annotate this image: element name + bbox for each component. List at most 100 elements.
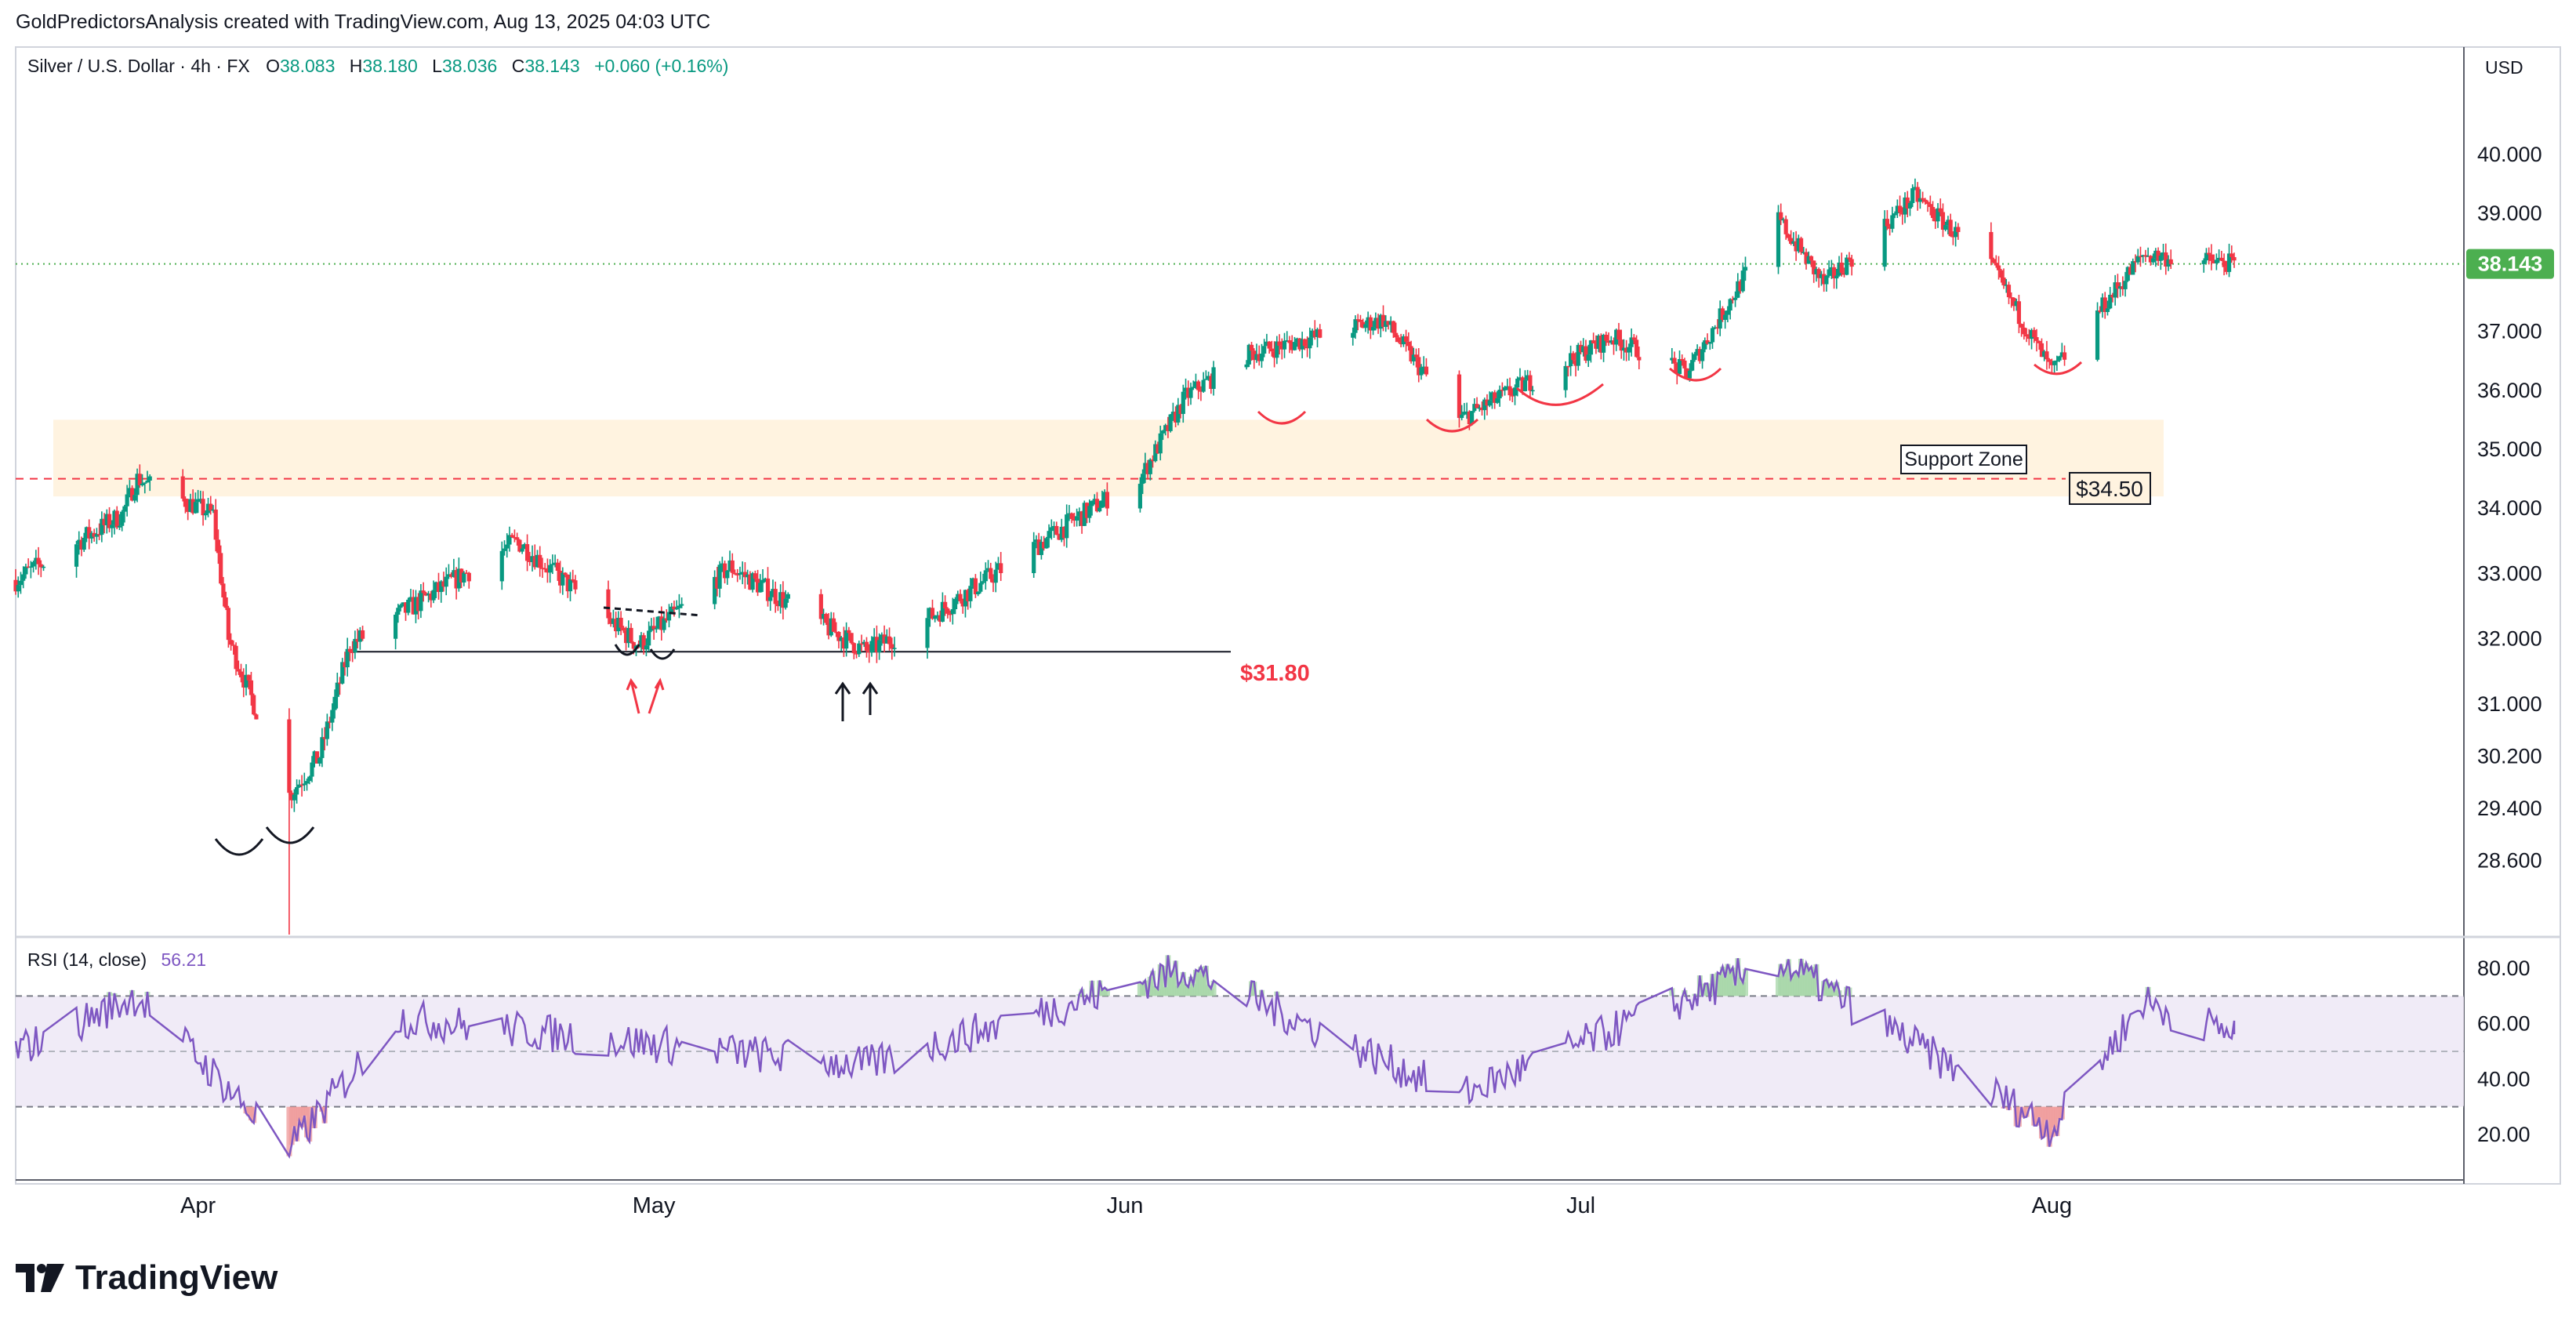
candle-body <box>205 503 211 514</box>
candle-body <box>930 608 935 619</box>
candle-body <box>639 635 644 648</box>
change-value: +0.060 (+0.16%) <box>594 56 728 76</box>
candle-body <box>841 637 847 649</box>
candle-body <box>880 634 884 641</box>
price-tick-label: 35.000 <box>2477 437 2542 461</box>
candle-body <box>659 616 664 630</box>
candle-body <box>1903 197 1907 215</box>
candle-body <box>859 643 864 645</box>
rsi-oversold-fill <box>2023 1106 2030 1117</box>
candle-body <box>553 562 557 564</box>
candle-body <box>654 628 659 630</box>
candle-body <box>507 535 512 545</box>
rsi-overbought-fill <box>1813 964 1820 996</box>
candle-body <box>2062 352 2067 360</box>
candle-body <box>413 597 419 615</box>
candle-body <box>1246 344 1251 365</box>
time-tick-label: Jul <box>1566 1193 1595 1218</box>
rsi-title: RSI (14, close) <box>27 949 147 970</box>
candle-body <box>229 640 234 645</box>
candle-body <box>238 671 244 677</box>
candle-body <box>1687 370 1693 379</box>
candle-body <box>2024 334 2029 337</box>
candle-body <box>28 566 33 568</box>
candle-body <box>973 578 978 594</box>
candle-body <box>2204 252 2209 261</box>
candle-body <box>1573 360 1578 366</box>
candle-body <box>2161 252 2166 256</box>
candle-body <box>180 476 185 499</box>
candle-body <box>2166 259 2171 267</box>
low-label: L <box>432 56 442 76</box>
candle-body <box>2006 285 2012 298</box>
candle-body <box>2201 260 2206 264</box>
candle-body <box>781 592 785 608</box>
price-axis[interactable]: 40.000 39.000 37.000 36.000 35.000 34.000 33.0… <box>2477 143 2542 872</box>
candle-body <box>345 648 350 668</box>
tradingview-footer[interactable]: TradingView <box>16 1258 278 1298</box>
candle-body <box>1847 257 1852 260</box>
candle-body <box>1061 526 1067 539</box>
candle-body <box>1269 348 1274 352</box>
annotation-arc-july-1 <box>1515 383 1604 406</box>
candle-body <box>89 532 94 539</box>
candle-body <box>976 591 981 594</box>
candle-body <box>1581 346 1586 353</box>
candle-body <box>31 561 36 567</box>
candle-body <box>1839 262 1844 273</box>
candle-body <box>1991 259 1996 263</box>
annotation-dashed-neckline <box>603 606 702 617</box>
candle-body <box>2230 253 2234 257</box>
candle-body <box>1401 336 1406 345</box>
rsi-oversold-fill <box>2015 1106 2022 1127</box>
candle-body <box>727 560 732 571</box>
low-value: 38.036 <box>442 56 497 76</box>
candle-body <box>1039 542 1043 555</box>
annotation-arc-may-1 <box>614 644 640 656</box>
candle-body <box>892 648 897 649</box>
candle-body <box>462 572 466 583</box>
annotation-arc-july-2 <box>1669 367 1722 382</box>
candle-body <box>1616 329 1621 340</box>
candle-body <box>1789 238 1794 244</box>
candle-body <box>2012 297 2016 307</box>
candle-body <box>1829 267 1834 270</box>
candle-body <box>2219 257 2224 261</box>
candle-body <box>1150 459 1156 462</box>
candle-body <box>1077 511 1082 517</box>
rsi-overbought-fill <box>1203 965 1209 996</box>
candle-body <box>353 638 357 653</box>
candle-body <box>680 604 684 606</box>
candle-body <box>2123 281 2128 289</box>
candle-body <box>307 776 312 782</box>
candle-body <box>1781 219 1786 221</box>
candle-body <box>717 564 722 589</box>
support-zone-label: Support Zone <box>1904 448 2023 470</box>
candle-body <box>616 617 621 632</box>
candle-body <box>74 544 79 567</box>
candle-body <box>1907 203 1913 209</box>
currency-label[interactable]: USD <box>2485 57 2523 78</box>
high-value: 38.180 <box>362 56 417 76</box>
candle-body <box>2113 282 2117 298</box>
candle-body <box>1497 390 1502 399</box>
candle-body <box>434 582 438 590</box>
open-value: 38.083 <box>280 56 335 76</box>
candle-body <box>122 506 127 512</box>
time-axis[interactable]: Apr May Jun Jul Aug <box>180 1193 2072 1218</box>
candle-body <box>1100 500 1105 508</box>
candle-body <box>1798 238 1804 252</box>
rsi-axis[interactable]: 80.00 60.00 40.00 20.00 <box>2477 957 2531 1146</box>
candle-body <box>1373 318 1378 328</box>
candle-body <box>143 482 147 484</box>
candle-body <box>824 614 829 623</box>
candle-body <box>641 635 646 650</box>
candle-body <box>735 574 740 575</box>
candle-body <box>1837 262 1841 276</box>
candle-body <box>1396 337 1401 343</box>
candle-body <box>2148 256 2153 263</box>
candle-body <box>325 721 329 739</box>
candle-body <box>2049 361 2054 365</box>
candle-body <box>1094 499 1100 512</box>
candle-body <box>94 534 99 537</box>
